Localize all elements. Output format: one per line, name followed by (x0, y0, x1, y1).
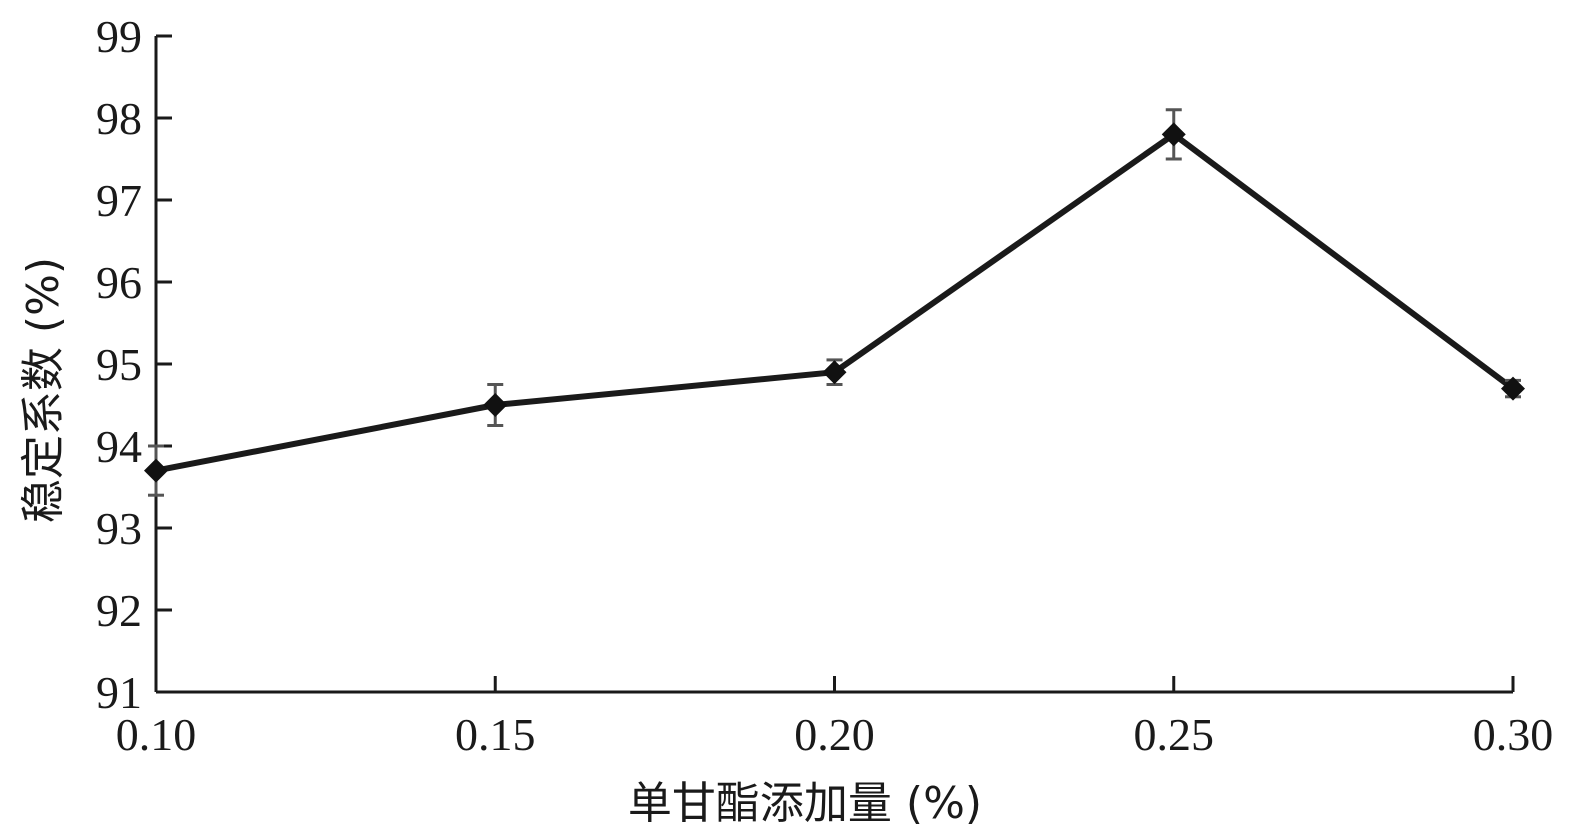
series-line (155, 131, 1515, 474)
y-tick-label: 94 (96, 421, 142, 472)
x-axis-title: 单甘酯添加量 (%) (628, 778, 982, 829)
y-tick-label: 97 (96, 175, 142, 226)
y-tick-label: 93 (96, 503, 142, 554)
y-tick-label: 99 (96, 11, 142, 62)
y-tick-label: 95 (96, 339, 142, 390)
x-tick-label: 0.15 (455, 709, 536, 760)
series (144, 108, 1525, 497)
x-tick-label: 0.25 (1134, 709, 1215, 760)
data-point (144, 458, 168, 483)
x-tick-label: 0.10 (116, 709, 197, 760)
y-tick-label: 96 (96, 257, 142, 308)
x-tick-label: 0.30 (1473, 709, 1554, 760)
data-point (1501, 376, 1525, 401)
data-point (483, 393, 508, 417)
x-ticks: 0.10 0.15 0.20 0.25 0.30 (116, 676, 1554, 760)
y-ticks: 91 92 93 94 95 96 97 98 99 (96, 11, 172, 718)
y-tick-label: 91 (96, 667, 142, 718)
y-tick-label: 98 (96, 93, 142, 144)
x-tick-label: 0.20 (794, 709, 875, 760)
y-tick-label: 92 (96, 585, 142, 636)
y-axis-title: 稳定系数 (%) (18, 257, 69, 523)
data-point (822, 360, 847, 385)
data-point (1161, 122, 1186, 147)
